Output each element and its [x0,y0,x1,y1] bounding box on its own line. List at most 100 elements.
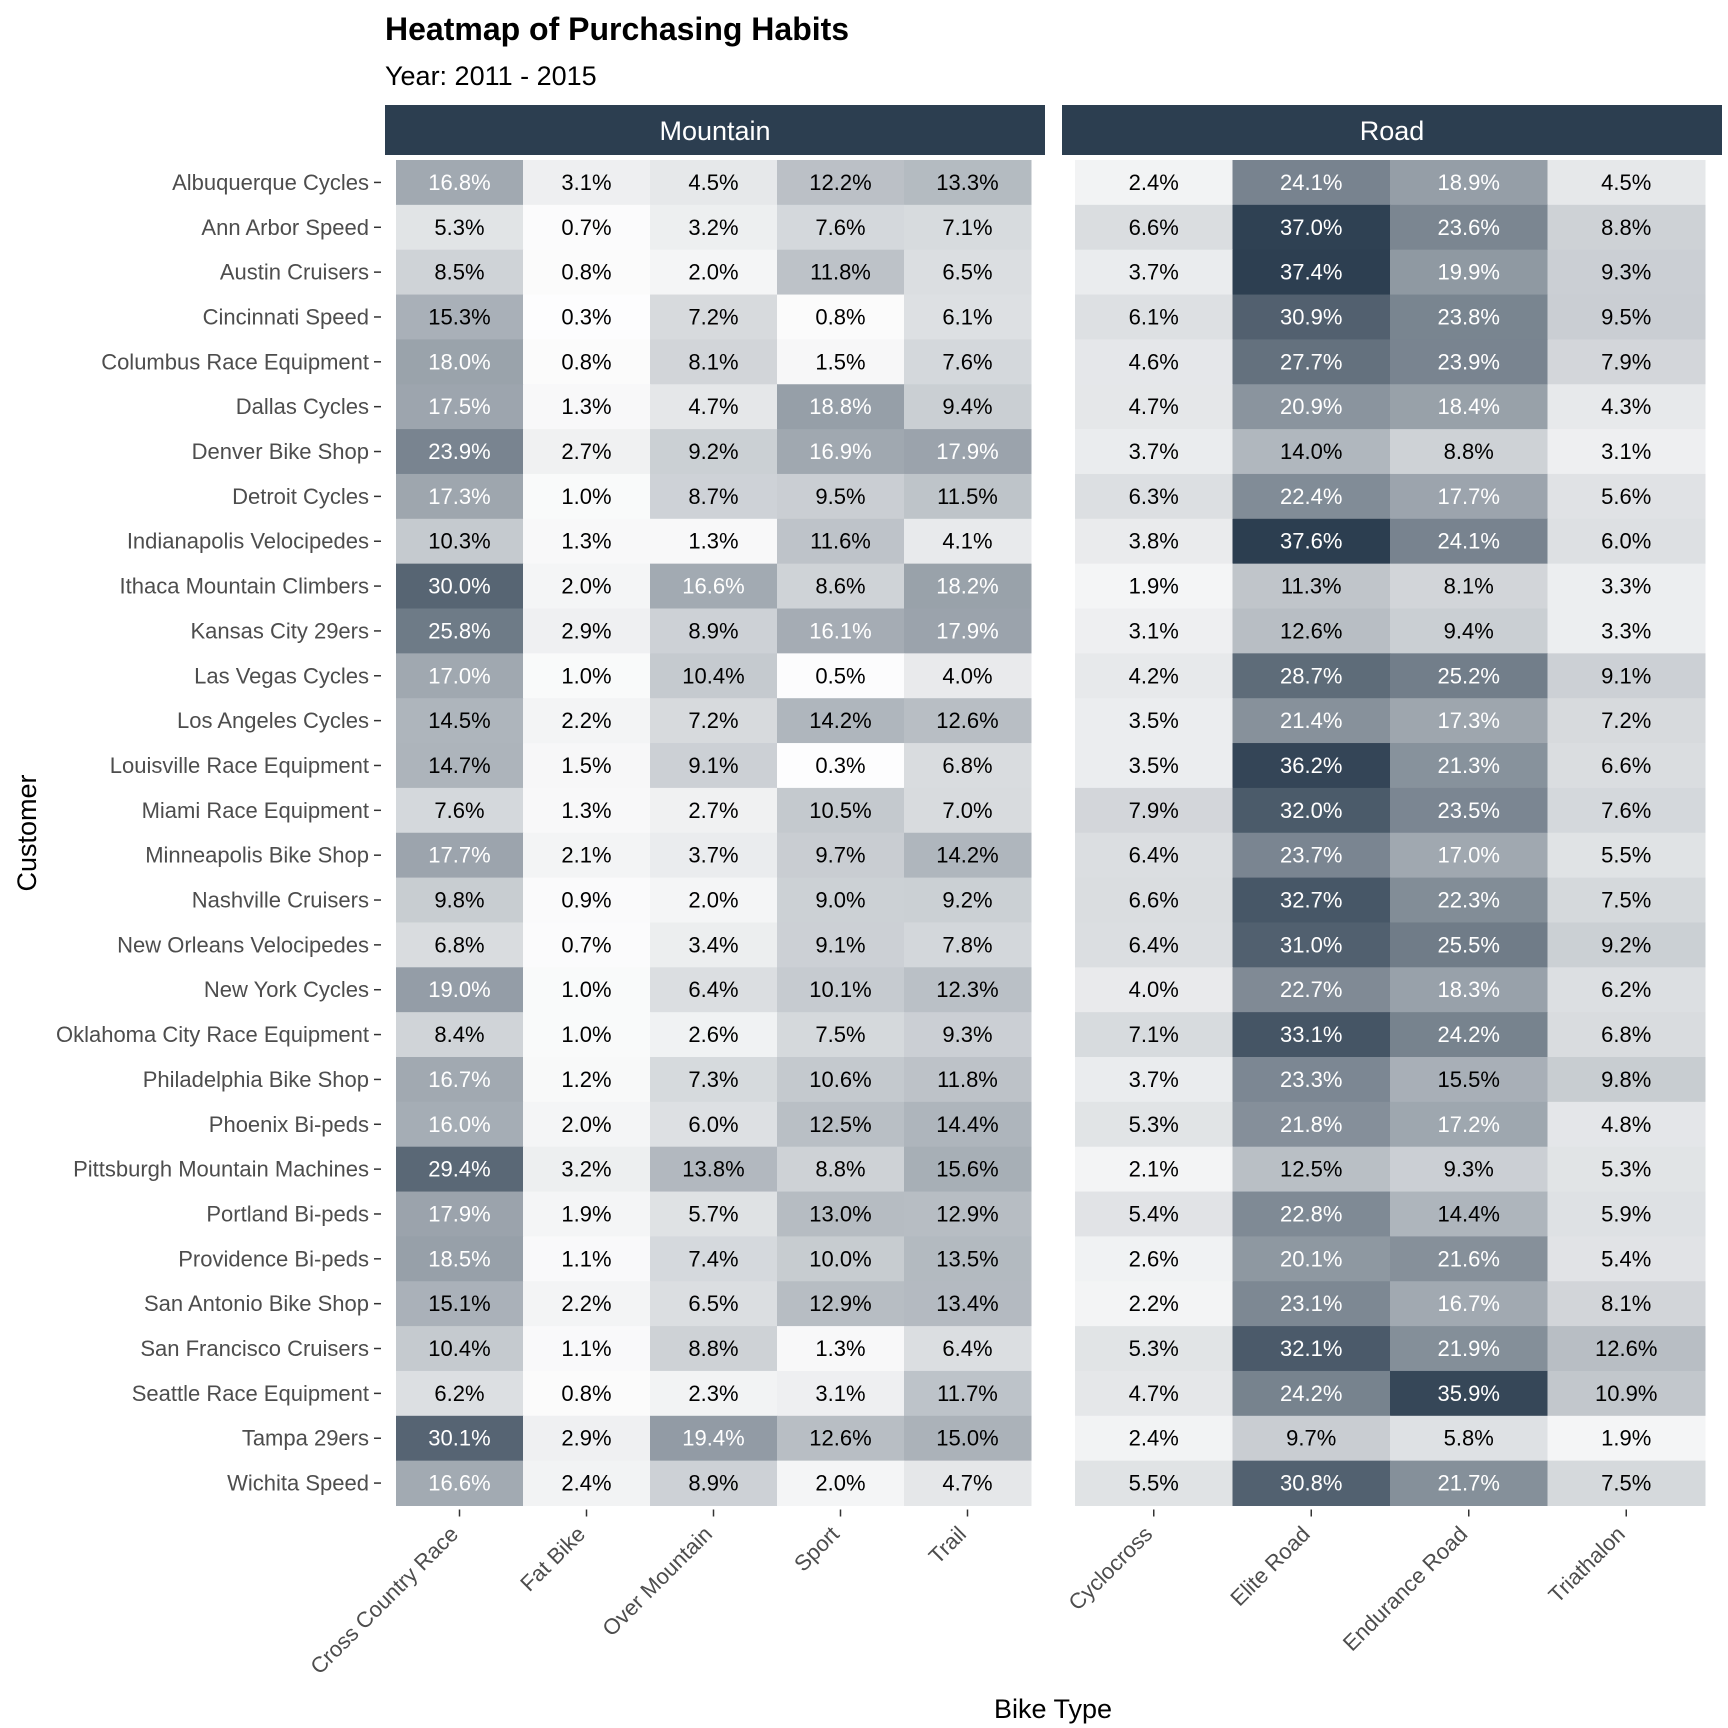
cell-value-label: 2.1% [561,843,611,868]
heatmap-cell [1232,967,1391,1013]
heatmap-cell [1547,518,1706,565]
column-label-triathalon: Triathalon [1544,1521,1630,1607]
heatmap-cell [1390,1101,1548,1148]
heatmap-cell [1390,1370,1548,1417]
row-label-philadelphia-bike-shop: Philadelphia Bike Shop [143,1067,369,1092]
cell-value-label: 23.7% [1280,843,1342,868]
cell-value-label: 3.7% [1129,439,1179,464]
heatmap-cell [650,518,778,565]
heatmap-cell [1232,1236,1391,1282]
heatmap-cell [1390,877,1548,923]
facet-label-mountain: Mountain [659,116,770,146]
heatmap-cell [1547,1236,1706,1282]
heatmap-cell [777,1415,905,1462]
cell-value-label: 14.7% [428,753,490,778]
cell-value-label: 2.9% [561,1426,611,1451]
heatmap-cell [1547,1415,1706,1462]
heatmap-cell [1075,832,1233,879]
heatmap-cell [777,608,905,654]
cell-value-label: 1.3% [561,798,611,823]
heatmap-cell [904,877,1032,923]
heatmap-cell [904,922,1032,968]
heatmap-cell [904,698,1032,744]
cell-value-label: 18.2% [936,574,998,599]
cell-value-label: 18.0% [428,349,490,374]
cell-value-label: 9.1% [688,753,738,778]
cell-value-label: 11.6% [810,529,871,554]
cell-value-label: 1.0% [561,1022,611,1047]
cell-value-label: 17.3% [1438,708,1500,733]
heatmap-cell [1232,877,1391,923]
cell-value-label: 2.0% [688,888,738,913]
cell-value-label: 21.3% [1438,753,1500,778]
cell-value-label: 8.9% [688,1471,738,1496]
cell-value-label: 21.6% [1438,1246,1500,1271]
row-label-dallas-cycles: Dallas Cycles [236,394,369,419]
cell-value-label: 9.3% [1444,1157,1494,1182]
cell-value-label: 3.1% [1129,618,1179,643]
heatmap-cell [650,1326,778,1372]
cell-value-label: 8.1% [688,349,738,374]
heatmap-cell [1075,1236,1233,1282]
heatmap-cell [523,518,651,565]
cell-value-label: 14.5% [428,708,490,733]
cell-value-label: 12.3% [936,977,998,1002]
heatmap-cell [523,294,651,340]
heatmap-cell [777,1012,905,1058]
heatmap-cell [1547,698,1706,744]
cell-value-label: 25.8% [428,618,490,643]
heatmap-cell [1390,922,1548,968]
heatmap-cell [1232,653,1391,699]
heatmap-cell [650,1012,778,1058]
heatmap-cell [1547,473,1706,520]
cell-value-label: 1.0% [561,663,611,688]
cell-value-label: 4.6% [1129,349,1179,374]
heatmap-cell [1390,204,1548,251]
heatmap-cell [904,832,1032,879]
cell-value-label: 2.0% [561,574,611,599]
cell-value-label: 0.7% [561,932,611,957]
heatmap-cell [1547,832,1706,879]
row-label-tampa-29ers: Tampa 29ers [242,1426,369,1451]
cell-value-label: 1.3% [688,529,738,554]
y-axis-labels: Albuquerque Cycles Ann Arbor Speed Austin … [56,170,381,1496]
cell-value-label: 20.9% [1280,394,1342,419]
heatmap-cell [904,787,1032,834]
heatmap-cell [1390,563,1548,609]
cell-value-label: 0.8% [561,1381,611,1406]
heatmap-cell [904,608,1032,654]
heatmap-cell [1232,518,1391,565]
heatmap-cell [650,1146,778,1193]
cell-value-label: 9.1% [815,932,865,957]
cell-value-label: 5.3% [434,215,484,240]
cell-value-label: 8.1% [1444,574,1494,599]
heatmap-cell [396,743,524,789]
cell-value-label: 6.2% [1601,977,1651,1002]
heatmap-cell [777,339,905,385]
heatmap-cell [396,1236,524,1282]
row-label-kansas-city-29ers: Kansas City 29ers [190,618,369,643]
row-label-albuquerque-cycles: Albuquerque Cycles [172,170,369,195]
heatmap-cell [1547,160,1706,206]
heatmap-cell [650,1191,778,1237]
cell-value-label: 0.8% [815,304,865,329]
cell-value-label: 0.9% [561,888,611,913]
cell-value-label: 3.2% [688,215,738,240]
heatmap-cell [1390,787,1548,834]
heatmap-cell [1232,249,1391,296]
cell-value-label: 6.8% [1601,1022,1651,1047]
heatmap-cell [904,1281,1032,1327]
cell-value-label: 19.0% [428,977,490,1002]
heatmap-cell [1390,1326,1548,1372]
cell-value-label: 5.5% [1129,1471,1179,1496]
row-label-columbus-race-equipment: Columbus Race Equipment [101,349,369,374]
cell-value-label: 0.3% [815,753,865,778]
cell-value-label: 30.9% [1280,304,1342,329]
cell-value-label: 1.9% [1129,574,1179,599]
row-label-san-antonio-bike-shop: San Antonio Bike Shop [144,1291,369,1316]
cell-value-label: 7.3% [688,1067,738,1092]
cell-value-label: 6.1% [1129,304,1179,329]
cell-value-label: 21.8% [1280,1112,1342,1137]
heatmap-cell [650,249,778,296]
cell-value-label: 6.5% [942,260,992,285]
